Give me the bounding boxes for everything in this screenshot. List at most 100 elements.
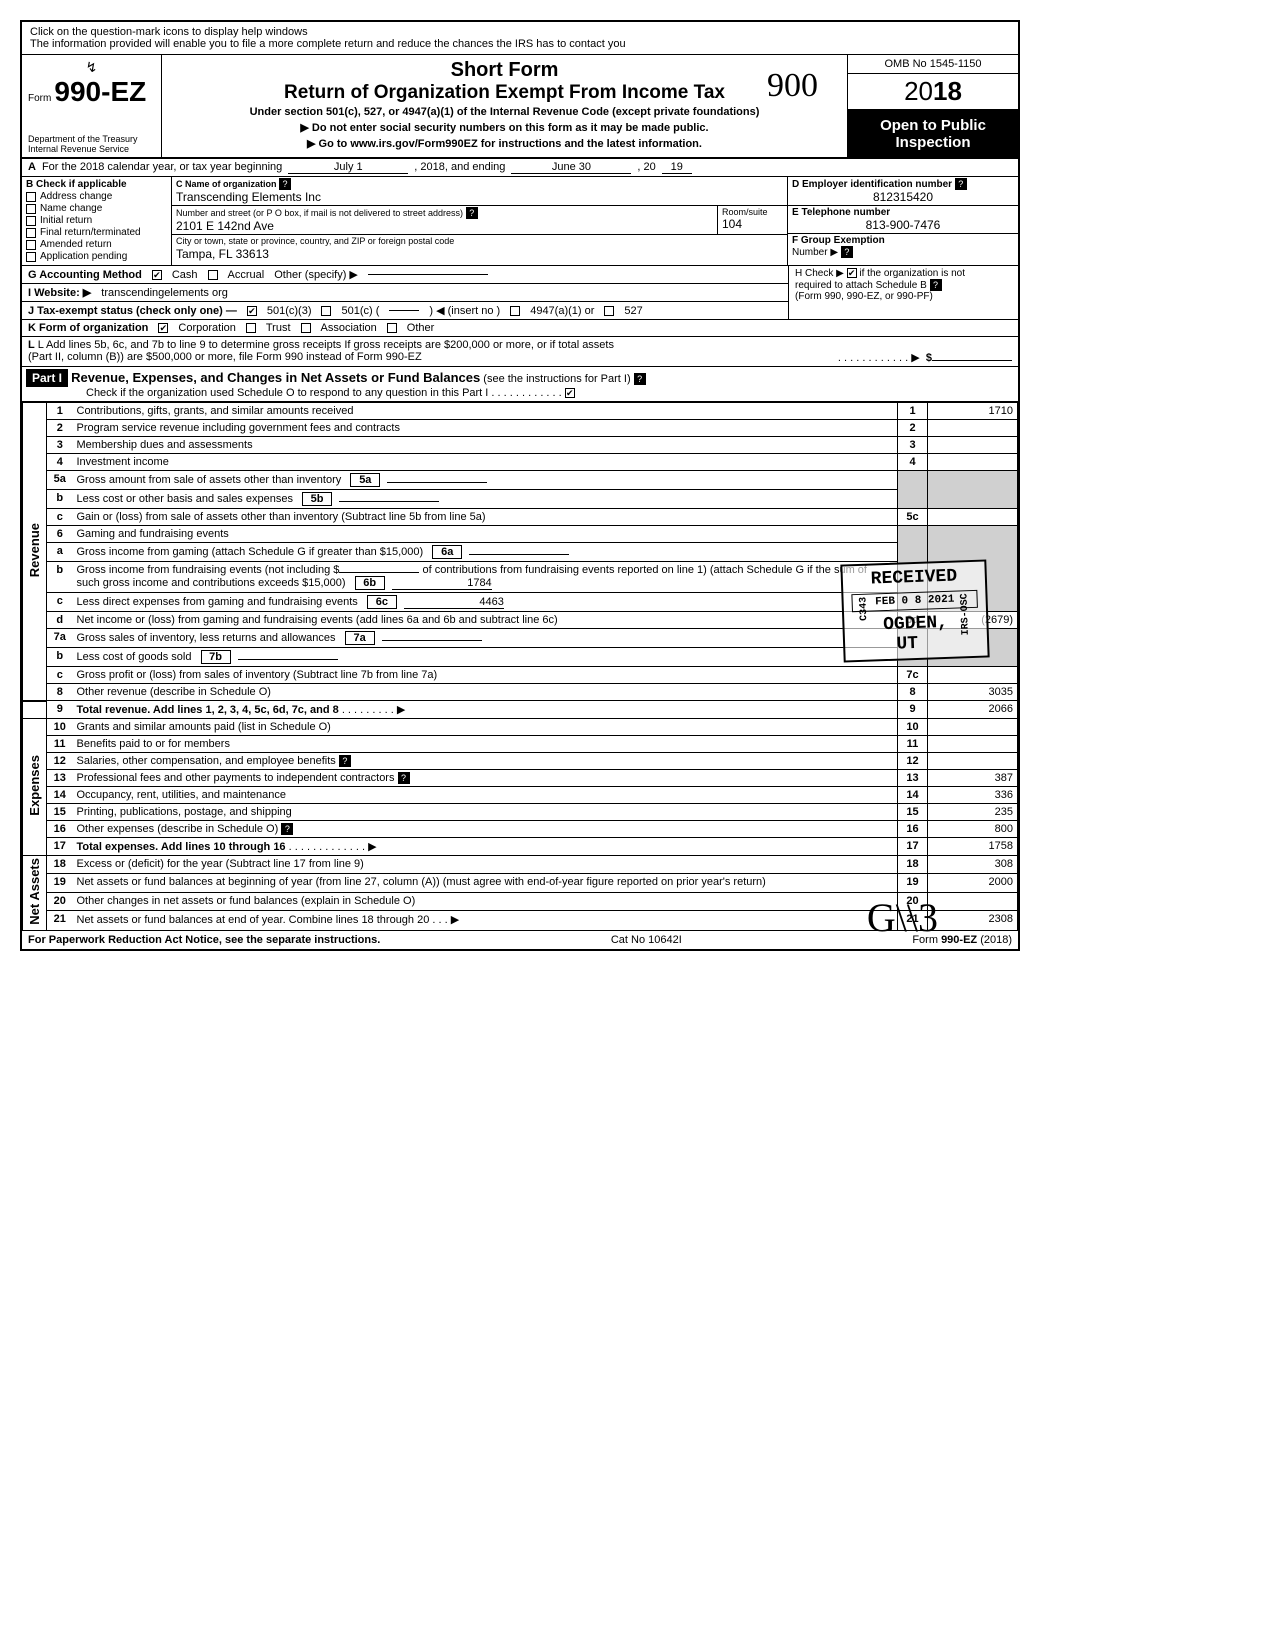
chk-accrual[interactable] [208, 270, 218, 280]
chk-initial-return[interactable] [26, 216, 36, 226]
line-9-val[interactable]: 2066 [928, 701, 1018, 719]
line-2-val[interactable] [928, 420, 1018, 437]
website[interactable]: transcendingelements org [101, 287, 228, 299]
mini-5b-val[interactable] [339, 501, 439, 502]
org-name[interactable]: Transcending Elements Inc [176, 190, 321, 204]
help-icon[interactable]: ? [281, 823, 293, 835]
chk-cash[interactable]: ✔ [152, 270, 162, 280]
city-label: City or town, state or province, country… [176, 236, 454, 246]
room[interactable]: 104 [722, 217, 742, 231]
mini-6c-val[interactable]: 4463 [404, 596, 504, 609]
line-15-val[interactable]: 235 [928, 804, 1018, 821]
mini-6b-val[interactable]: 1784 [392, 577, 492, 590]
line-1-val[interactable]: 1710 [928, 403, 1018, 420]
ein[interactable]: 812315420 [792, 190, 1014, 204]
line-10-val[interactable] [928, 719, 1018, 736]
chk-other-org[interactable] [387, 323, 397, 333]
line-11-val[interactable] [928, 736, 1018, 753]
help-icon[interactable]: ? [634, 373, 646, 385]
lbl-501c: 501(c) ( [341, 305, 379, 317]
line-4-val[interactable] [928, 454, 1018, 471]
line-18-text: Excess or (deficit) for the year (Subtra… [73, 856, 898, 874]
help-icon[interactable]: ? [279, 178, 291, 190]
lbl-accrual: Accrual [228, 269, 265, 281]
line-12-val[interactable] [928, 753, 1018, 770]
line-7c-val[interactable] [928, 667, 1018, 684]
subtitle: Under section 501(c), 527, or 4947(a)(1)… [168, 106, 841, 118]
lbl-4947: 4947(a)(1) or [530, 305, 594, 317]
city[interactable]: Tampa, FL 33613 [176, 247, 269, 261]
501c-insert[interactable] [389, 310, 419, 311]
line-14-val[interactable]: 336 [928, 787, 1018, 804]
section-f-label2: Number ▶ [792, 247, 838, 258]
row-l-line2: (Part II, column (B)) are $500,000 or mo… [28, 351, 422, 364]
lbl-corporation: Corporation [178, 322, 235, 334]
mini-5a-val[interactable] [387, 482, 487, 483]
line-18-val[interactable]: 308 [928, 856, 1018, 874]
line-17-val[interactable]: 1758 [928, 838, 1018, 856]
chk-no-schedule-b[interactable]: ✔ [847, 268, 857, 278]
line-6c-text: Less direct expenses from gaming and fun… [73, 593, 898, 612]
footer-left: For Paperwork Reduction Act Notice, see … [28, 934, 380, 946]
mini-7b-val[interactable] [238, 659, 338, 660]
line-21-val[interactable]: 2308 [928, 911, 1018, 931]
chk-name-change[interactable] [26, 204, 36, 214]
chk-final-return[interactable] [26, 228, 36, 238]
tax-year-end-month[interactable]: June 30 [511, 161, 631, 174]
line-11-num: 11 [47, 736, 73, 753]
line-1-box: 1 [898, 403, 928, 420]
line-16-val[interactable]: 800 [928, 821, 1018, 838]
lbl-association: Association [321, 322, 377, 334]
chk-4947[interactable] [510, 306, 520, 316]
lines-table: Revenue 1 Contributions, gifts, grants, … [22, 402, 1018, 931]
line-8-box: 8 [898, 684, 928, 701]
chk-schedule-o[interactable]: ✔ [565, 388, 575, 398]
mini-7a-val[interactable] [382, 640, 482, 641]
section-b: B Check if applicable Address change Nam… [22, 177, 172, 265]
chk-527[interactable] [604, 306, 614, 316]
help-icon[interactable]: ? [841, 246, 853, 258]
line-5c-box: 5c [898, 509, 928, 526]
mini-6a-val[interactable] [469, 554, 569, 555]
tax-year-begin[interactable]: July 1 [288, 161, 408, 174]
line-8-val[interactable]: 3035 [928, 684, 1018, 701]
line-1-text: Contributions, gifts, grants, and simila… [73, 403, 898, 420]
phone[interactable]: 813-900-7476 [792, 218, 1014, 232]
help-icon[interactable]: ? [339, 755, 351, 767]
part1-sub: Check if the organization used Schedule … [86, 387, 488, 399]
row-a-text2: , 2018, and ending [414, 161, 505, 173]
row-a-label: A [28, 161, 36, 173]
line-19-val[interactable]: 2000 [928, 874, 1018, 892]
row-l-dollar: $ [926, 352, 932, 364]
help-icon[interactable]: ? [930, 279, 942, 291]
line-7c-num: c [47, 667, 73, 684]
street[interactable]: 2101 E 142nd Ave [176, 219, 274, 233]
chk-association[interactable] [301, 323, 311, 333]
tax-year-end-year[interactable]: 19 [662, 161, 692, 174]
chk-application-pending[interactable] [26, 252, 36, 262]
line-20-val[interactable] [928, 892, 1018, 910]
handwritten-900: 900 [767, 67, 818, 105]
other-method[interactable] [368, 274, 488, 275]
section-def: D Employer identification number ? 81231… [788, 177, 1018, 265]
fundraising-contrib[interactable] [339, 572, 419, 573]
line-13-val[interactable]: 387 [928, 770, 1018, 787]
line-3-val[interactable] [928, 437, 1018, 454]
line-5c-val[interactable] [928, 509, 1018, 526]
dept-block: Department of the Treasury Internal Reve… [28, 135, 138, 155]
chk-amended-return[interactable] [26, 240, 36, 250]
help-icon[interactable]: ? [466, 207, 478, 219]
line-14-num: 14 [47, 787, 73, 804]
chk-corporation[interactable]: ✔ [158, 323, 168, 333]
chk-address-change[interactable] [26, 192, 36, 202]
help-icon[interactable]: ? [955, 178, 967, 190]
line-10-box: 10 [898, 719, 928, 736]
chk-501c[interactable] [321, 306, 331, 316]
line-12-num: 12 [47, 753, 73, 770]
chk-501c3[interactable]: ✔ [247, 306, 257, 316]
side-revenue: Revenue [27, 523, 42, 577]
lbl-initial-return: Initial return [40, 215, 92, 226]
gross-receipts[interactable] [932, 360, 1012, 361]
help-icon[interactable]: ? [398, 772, 410, 784]
chk-trust[interactable] [246, 323, 256, 333]
